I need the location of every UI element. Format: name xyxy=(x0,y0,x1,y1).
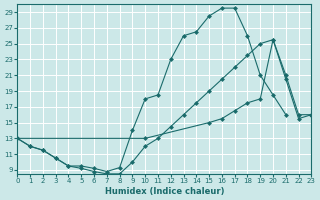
X-axis label: Humidex (Indice chaleur): Humidex (Indice chaleur) xyxy=(105,187,224,196)
